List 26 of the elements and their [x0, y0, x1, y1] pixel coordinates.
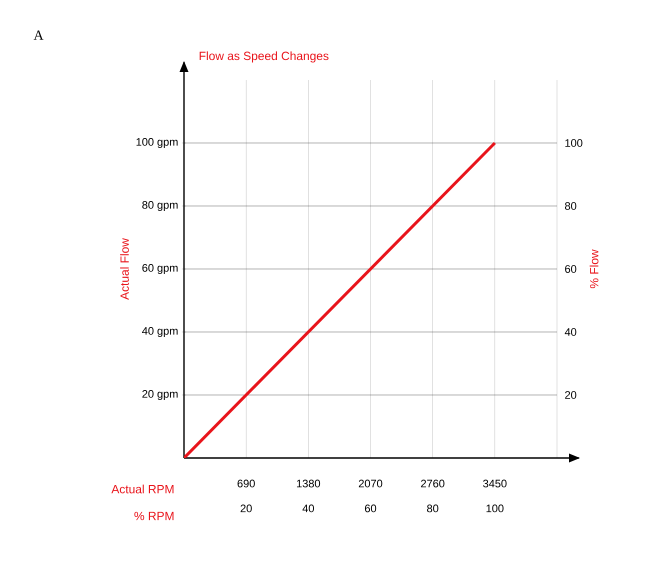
- x-tick-label: 3450: [483, 480, 507, 488]
- y-tick-label: 100 gpm: [136, 138, 178, 148]
- x-tick-label: 690: [238, 480, 255, 488]
- chart-title: Flow as Speed Changes: [200, 51, 329, 62]
- y-axis-title: Actual Flow: [120, 238, 129, 300]
- x2-tick-label: 60: [364, 504, 376, 512]
- x-tick-label: 1380: [296, 480, 320, 488]
- y-tick-label: 20 gpm: [142, 390, 178, 400]
- x2-tick-label: 40: [302, 504, 314, 512]
- x2-tick-label: 100: [486, 504, 504, 512]
- x-axis-title: Actual RPM: [111, 484, 174, 494]
- x-tick-label: 2760: [421, 480, 444, 488]
- y2-tick-label: 100: [565, 139, 582, 147]
- y2-axis-title: % Flow: [590, 249, 598, 288]
- text: A: [34, 30, 44, 40]
- x2-tick-label: 20: [240, 504, 252, 512]
- x-tick-label: 2070: [358, 480, 382, 488]
- y2-tick-label: 40: [564, 328, 576, 336]
- y2-tick-label: 60: [565, 265, 576, 273]
- x2-axis-title: % RPM: [134, 512, 174, 520]
- y-tick-label: 60 gpm: [142, 264, 178, 274]
- y2-tick-label: 20: [565, 391, 576, 399]
- y-tick-label: 80 gpm: [142, 201, 178, 211]
- x2-tick-label: 80: [427, 504, 438, 512]
- y-tick-label: 40 gpm: [142, 327, 178, 337]
- y2-tick-label: 80: [565, 202, 576, 210]
